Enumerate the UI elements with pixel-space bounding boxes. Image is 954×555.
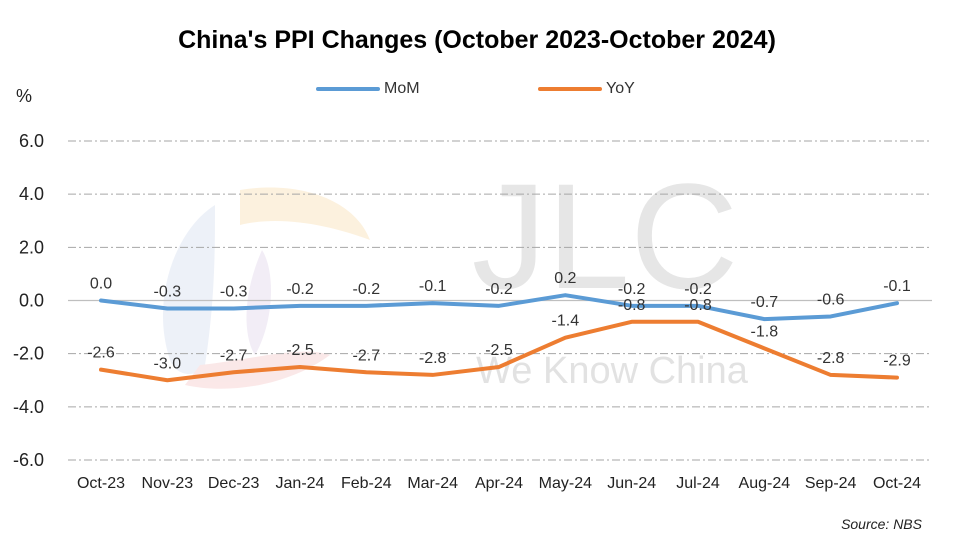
- x-tick-label: Aug-24: [739, 475, 791, 492]
- watermark-tagline: We Know China: [476, 350, 749, 392]
- legend-label-yoy: YoY: [606, 80, 635, 97]
- x-tick-label: Oct-23: [77, 475, 125, 492]
- x-tick-label: Sep-24: [805, 475, 857, 492]
- data-label-mom: -0.2: [286, 281, 314, 298]
- data-label-yoy: -0.8: [618, 297, 646, 314]
- x-tick-label: Mar-24: [407, 475, 458, 492]
- data-label-yoy: -2.5: [485, 342, 513, 359]
- x-tick-label: Feb-24: [341, 475, 392, 492]
- legend: MoM YoY: [0, 80, 954, 100]
- data-label-yoy: -2.6: [87, 345, 115, 362]
- y-axis-ticks: 6.0 4.0 2.0 0.0 -2.0 -4.0 -6.0: [13, 131, 44, 470]
- data-label-mom: -0.2: [353, 281, 381, 298]
- x-tick-label: Jul-24: [676, 475, 720, 492]
- data-label-mom: -0.2: [618, 281, 646, 298]
- data-label-yoy: -0.8: [684, 297, 712, 314]
- data-label-mom: -0.2: [485, 281, 513, 298]
- x-tick-label: Nov-23: [142, 475, 194, 492]
- data-label-yoy: -2.9: [883, 353, 911, 370]
- x-tick-label: Jun-24: [607, 475, 656, 492]
- legend-item-yoy: YoY: [538, 80, 635, 98]
- legend-swatch-yoy: [538, 87, 602, 91]
- source-note: Source: NBS: [841, 516, 922, 532]
- data-label-mom: -0.6: [817, 291, 845, 308]
- series-line-mom: [99, 293, 899, 322]
- x-tick-label: Oct-24: [873, 475, 921, 492]
- x-tick-label: Apr-24: [475, 475, 523, 492]
- data-label-yoy: -2.5: [286, 342, 314, 359]
- x-tick-label: May-24: [539, 475, 592, 492]
- y-tick-label: 6.0: [19, 131, 44, 151]
- data-label-yoy: -2.8: [419, 350, 447, 367]
- data-label-yoy: -1.4: [552, 313, 580, 330]
- data-label-yoy: -2.8: [817, 350, 845, 367]
- data-label-yoy: -1.8: [751, 323, 779, 340]
- data-label-mom: 0.0: [90, 276, 112, 293]
- data-label-mom: -0.3: [220, 283, 248, 300]
- y-tick-label: -4.0: [13, 397, 44, 417]
- series-lines: [99, 293, 899, 383]
- watermark-brand: JLC: [472, 152, 739, 320]
- x-tick-label: Dec-23: [208, 475, 260, 492]
- chart-title: China's PPI Changes (October 2023-Octobe…: [178, 26, 776, 54]
- watermark-logo: [162, 187, 370, 389]
- data-label-yoy: -2.7: [353, 347, 381, 364]
- x-axis-ticks: Oct-23 Nov-23 Dec-23 Jan-24 Feb-24 Mar-24 Apr-…: [77, 475, 921, 492]
- data-label-yoy: -3.0: [154, 355, 182, 372]
- y-tick-label: -6.0: [13, 450, 44, 470]
- gridlines: [68, 140, 932, 461]
- x-tick-label: Jan-24: [276, 475, 325, 492]
- legend-label-mom: MoM: [384, 80, 420, 97]
- y-axis-unit: %: [16, 86, 33, 106]
- data-label-mom: -0.1: [883, 278, 911, 295]
- data-label-yoy: -2.7: [220, 347, 248, 364]
- data-label-mom: 0.2: [554, 270, 576, 287]
- data-labels: 0.0 -0.3 -0.3 -0.2 -0.2 -0.1 -0.20.2-0.2 -0.2-0…: [87, 270, 911, 372]
- legend-swatch-mom: [316, 87, 380, 91]
- data-label-mom: -0.2: [684, 281, 712, 298]
- y-tick-label: -2.0: [13, 344, 44, 364]
- legend-item-mom: MoM: [316, 80, 420, 98]
- series-line-yoy: [99, 319, 899, 383]
- data-label-mom: -0.3: [154, 283, 182, 300]
- data-label-mom: -0.7: [751, 294, 779, 311]
- y-tick-label: 2.0: [19, 237, 44, 257]
- data-label-mom: -0.1: [419, 278, 447, 295]
- y-tick-label: 0.0: [19, 291, 44, 311]
- y-tick-label: 4.0: [19, 184, 44, 204]
